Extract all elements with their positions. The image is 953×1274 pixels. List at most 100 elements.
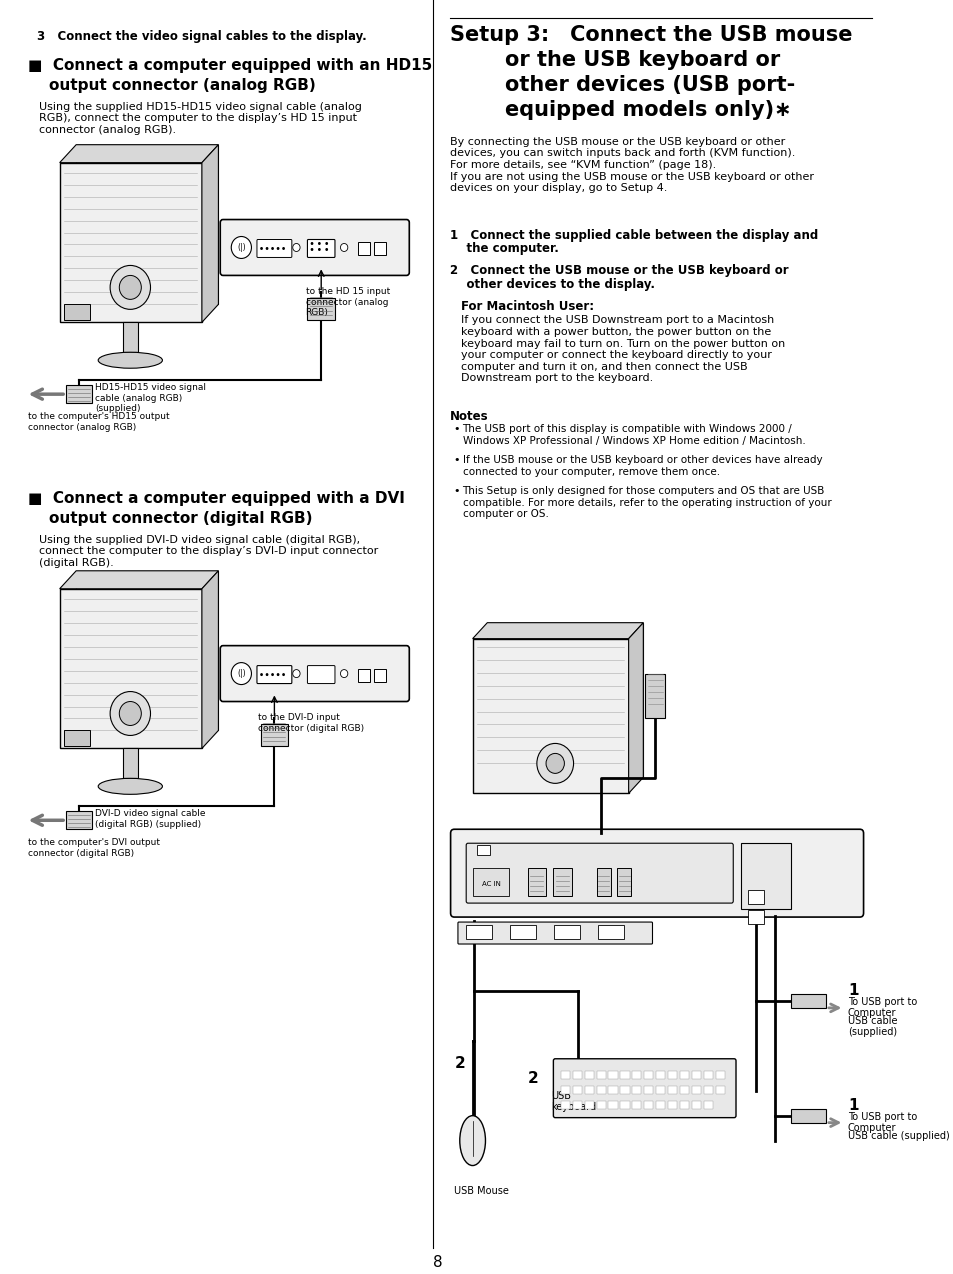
FancyBboxPatch shape	[256, 240, 292, 257]
FancyBboxPatch shape	[220, 646, 409, 702]
Bar	[560, 1101, 569, 1108]
Text: Notes: Notes	[449, 410, 488, 423]
Circle shape	[537, 744, 573, 784]
Text: to the DVI-D input
connector (digital RGB): to the DVI-D input connector (digital RG…	[257, 713, 364, 733]
Bar	[703, 1070, 712, 1079]
Polygon shape	[472, 638, 628, 794]
Text: to the computer's DVI output
connector (digital RGB): to the computer's DVI output connector (…	[28, 838, 159, 857]
FancyBboxPatch shape	[450, 829, 862, 917]
Text: USB Mouse: USB Mouse	[454, 1186, 509, 1195]
Circle shape	[282, 247, 285, 250]
Bar	[679, 1085, 688, 1093]
Text: (|): (|)	[236, 243, 246, 252]
Text: If you connect the USB Downstream port to a Macintosh
keyboard with a power butt: If you connect the USB Downstream port t…	[460, 316, 784, 383]
Text: the computer.: the computer.	[449, 242, 558, 256]
Bar	[691, 1085, 700, 1093]
Bar	[596, 1101, 605, 1108]
Text: 8: 8	[433, 1255, 442, 1270]
Bar	[619, 1085, 629, 1093]
Bar	[667, 1101, 677, 1108]
Ellipse shape	[459, 1116, 485, 1166]
Text: •: •	[453, 455, 459, 465]
Bar	[656, 1070, 664, 1079]
Bar	[357, 669, 370, 682]
Bar	[66, 812, 91, 829]
Bar	[560, 1070, 569, 1079]
Text: other devices (USB port-: other devices (USB port-	[504, 75, 794, 94]
Circle shape	[293, 243, 300, 251]
Circle shape	[311, 248, 314, 251]
Bar	[572, 1101, 581, 1108]
Bar	[691, 1101, 700, 1108]
Text: 3   Connect the video signal cables to the display.: 3 Connect the video signal cables to the…	[36, 29, 366, 43]
Bar	[374, 242, 386, 256]
Polygon shape	[472, 623, 642, 638]
Text: Using the supplied HD15-HD15 video signal cable (analog
RGB), connect the comput: Using the supplied HD15-HD15 video signa…	[38, 102, 361, 135]
Bar	[608, 1070, 617, 1079]
Polygon shape	[60, 571, 218, 589]
Text: This Setup is only designed for those computers and OS that are USB
compatible. : This Setup is only designed for those co…	[462, 485, 830, 520]
Bar	[572, 1070, 581, 1079]
Polygon shape	[60, 589, 202, 748]
Text: To USB port to
Computer: To USB port to Computer	[847, 1112, 916, 1134]
Circle shape	[265, 247, 268, 250]
Polygon shape	[60, 145, 218, 163]
Bar	[715, 1085, 724, 1093]
Text: equipped models only)∗: equipped models only)∗	[504, 99, 791, 120]
FancyBboxPatch shape	[307, 665, 335, 684]
Text: •: •	[453, 424, 459, 434]
Bar	[596, 868, 611, 896]
Circle shape	[325, 248, 328, 251]
Bar	[596, 1085, 605, 1093]
Text: 1: 1	[847, 984, 858, 998]
Bar	[679, 1101, 688, 1108]
Bar	[472, 868, 509, 896]
Bar	[632, 1070, 640, 1079]
Text: For Macintosh User:: For Macintosh User:	[460, 301, 593, 313]
Bar	[616, 868, 631, 896]
Bar	[307, 298, 335, 320]
Circle shape	[265, 673, 268, 676]
Text: HD15-HD15 video signal
cable (analog RGB)
(supplied): HD15-HD15 video signal cable (analog RGB…	[95, 383, 206, 413]
Bar	[643, 1085, 653, 1093]
FancyBboxPatch shape	[553, 1059, 735, 1117]
Circle shape	[231, 237, 252, 259]
Circle shape	[119, 702, 141, 725]
Circle shape	[260, 673, 263, 676]
FancyBboxPatch shape	[307, 240, 335, 257]
Text: or the USB keyboard or: or the USB keyboard or	[504, 50, 780, 70]
FancyBboxPatch shape	[256, 665, 292, 684]
Circle shape	[119, 275, 141, 299]
Text: DVI-D video signal cable
(digital RGB) (supplied): DVI-D video signal cable (digital RGB) (…	[95, 809, 206, 828]
Bar	[64, 730, 90, 747]
Text: AC IN: AC IN	[481, 882, 500, 887]
Bar	[790, 1108, 825, 1122]
Polygon shape	[76, 145, 218, 304]
Bar	[357, 242, 370, 256]
Bar	[747, 891, 763, 905]
Text: USB cable
(supplied): USB cable (supplied)	[847, 1015, 897, 1037]
Bar	[123, 748, 137, 778]
Text: ■  Connect a computer equipped with a DVI: ■ Connect a computer equipped with a DVI	[28, 490, 404, 506]
Circle shape	[545, 753, 564, 773]
Polygon shape	[60, 163, 202, 322]
Bar	[790, 994, 825, 1008]
Text: ■  Connect a computer equipped with an HD15: ■ Connect a computer equipped with an HD…	[28, 57, 432, 73]
Bar	[527, 868, 545, 896]
Bar	[608, 1085, 617, 1093]
Polygon shape	[76, 571, 218, 730]
Bar	[715, 1070, 724, 1079]
Text: to the computer's HD15 output
connector (analog RGB): to the computer's HD15 output connector …	[28, 412, 169, 432]
Bar	[747, 910, 763, 924]
Circle shape	[276, 247, 279, 250]
Circle shape	[276, 673, 279, 676]
Bar	[632, 1101, 640, 1108]
Bar	[560, 1085, 569, 1093]
Bar	[66, 385, 91, 403]
Text: The USB port of this display is compatible with Windows 2000 /
Windows XP Profes: The USB port of this display is compatib…	[462, 424, 804, 446]
Circle shape	[260, 247, 263, 250]
Bar	[374, 669, 386, 682]
Text: (|): (|)	[236, 669, 246, 678]
Bar	[596, 1070, 605, 1079]
Circle shape	[110, 692, 151, 735]
